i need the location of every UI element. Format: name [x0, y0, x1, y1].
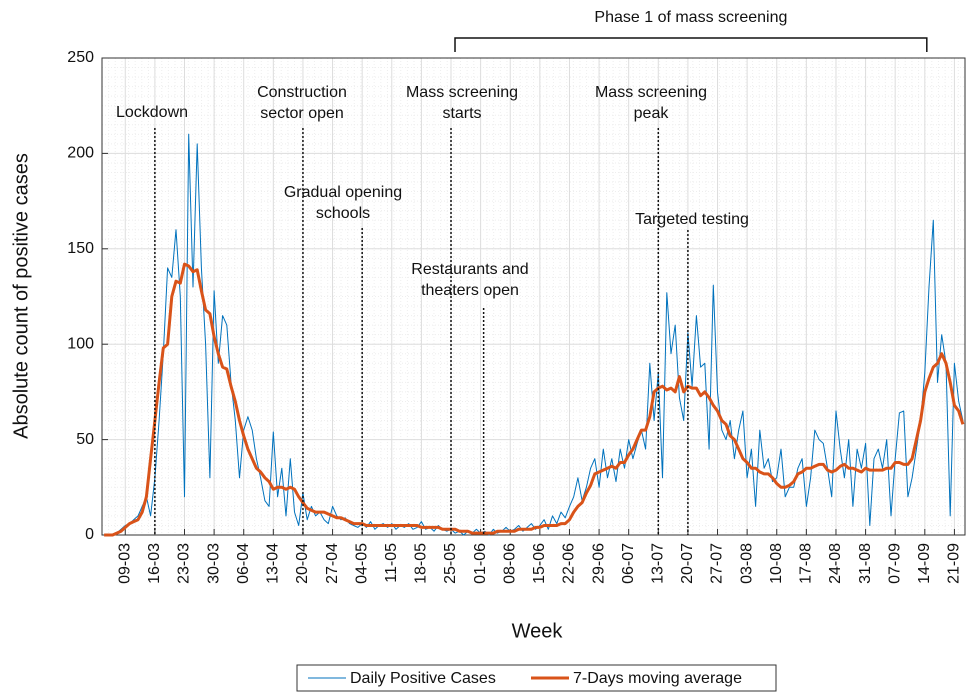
- x-tick-label: 23-03: [176, 543, 193, 584]
- series-line: [104, 262, 965, 537]
- x-axis-label: Week: [512, 620, 564, 642]
- plot-frame: [101, 57, 966, 536]
- x-tick-label: 18-05: [413, 543, 430, 584]
- y-axis-label: Absolute count of positive cases: [10, 153, 32, 439]
- x-tick-label: 14-09: [916, 543, 933, 584]
- x-tick-label: 29-06: [590, 543, 607, 584]
- event-label: Mass screening: [406, 84, 518, 101]
- x-tick-label: 27-07: [709, 543, 726, 584]
- x-tick-label: 21-09: [946, 543, 963, 584]
- event-label: Lockdown: [116, 104, 188, 121]
- event-label: Restaurants and: [411, 261, 528, 278]
- event-label: schools: [316, 205, 370, 222]
- x-tick-label: 06-07: [620, 543, 637, 584]
- bracket-label: Phase 1 of mass screening: [594, 9, 787, 26]
- x-tick-label: 24-08: [827, 543, 844, 584]
- event-label: Gradual opening: [284, 184, 402, 201]
- y-tick-label: 50: [76, 431, 94, 448]
- x-tick-label: 20-04: [294, 543, 311, 584]
- y-tick-label: 0: [85, 526, 94, 543]
- y-tick-label: 200: [67, 145, 94, 162]
- event-label: peak: [634, 105, 670, 122]
- bracket: [454, 37, 928, 52]
- x-tick-label: 10-08: [768, 543, 785, 584]
- legend-label: Daily Positive Cases: [350, 670, 496, 687]
- x-tick-label: 16-03: [146, 543, 163, 584]
- x-tick-label: 09-03: [116, 543, 133, 584]
- event-label: Targeted testing: [635, 211, 749, 228]
- x-tick-label: 25-05: [442, 543, 459, 584]
- x-tick-label: 06-04: [235, 543, 252, 584]
- event-label: sector open: [260, 105, 344, 122]
- x-tick-label: 30-03: [205, 543, 222, 584]
- legend: Daily Positive Cases 7-Days moving averag…: [296, 664, 777, 692]
- x-tick-label: 27-04: [324, 543, 341, 584]
- legend-label: 7-Days moving average: [573, 670, 742, 687]
- event-label: starts: [442, 105, 481, 122]
- y-tick-label: 250: [67, 49, 94, 66]
- x-tick-label: 03-08: [738, 543, 755, 584]
- x-tick-label: 17-08: [798, 543, 815, 584]
- x-tick-label: 01-06: [472, 543, 489, 584]
- y-tick-label: 100: [67, 335, 94, 352]
- x-tick-label: 08-06: [501, 543, 518, 584]
- event-label: Mass screening: [595, 84, 707, 101]
- x-tick-label: 31-08: [857, 543, 874, 584]
- x-tick-label: 13-07: [650, 543, 667, 584]
- x-tick-label: 07-09: [886, 543, 903, 584]
- series-line: [104, 133, 964, 536]
- x-tick-label: 20-07: [679, 543, 696, 584]
- event-label: theaters open: [421, 282, 519, 299]
- x-tick-label: 04-05: [353, 543, 370, 584]
- y-tick-label: 150: [67, 240, 94, 257]
- x-tick-label: 11-05: [383, 543, 400, 583]
- event-label: Construction: [257, 84, 347, 101]
- x-tick-label: 22-06: [561, 543, 578, 584]
- x-tick-label: 15-06: [531, 543, 548, 584]
- x-tick-label: 13-04: [265, 543, 282, 584]
